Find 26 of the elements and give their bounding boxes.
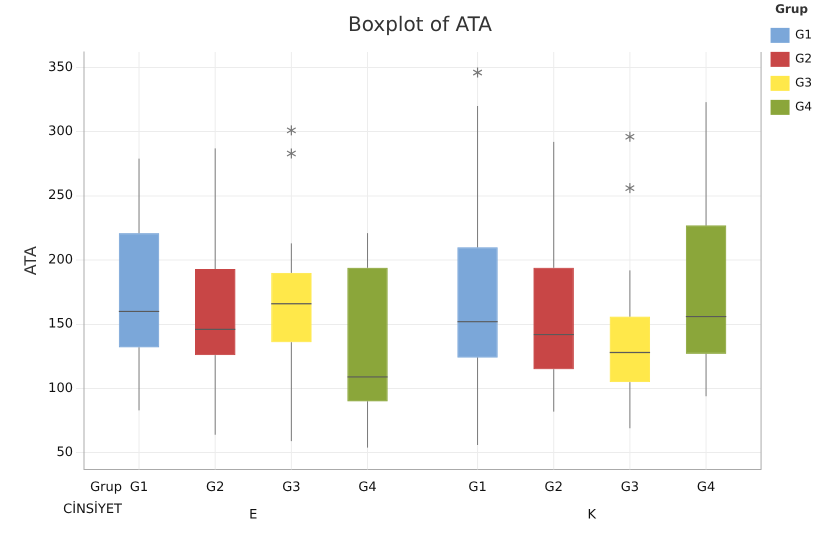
text: G3 — [282, 480, 301, 495]
y-tick-label: 250 — [48, 188, 74, 204]
text: G3 — [620, 480, 640, 495]
legend-label: G3 — [795, 76, 812, 90]
x-tick-label: K — [588, 508, 597, 523]
legend-label: G1 — [795, 28, 812, 42]
x-tick-label: E — [249, 508, 258, 523]
text: Grup — [90, 480, 122, 495]
y-tick-label: 100 — [48, 380, 74, 396]
y-tick-label: 350 — [48, 60, 74, 75]
y-axis-title: ATA — [20, 246, 40, 276]
text: G2 — [544, 480, 563, 495]
legend-label: G2 — [795, 52, 812, 66]
text: G1 — [130, 480, 148, 495]
y-tick-label: 150 — [48, 316, 74, 332]
text: G4 — [696, 480, 716, 495]
y-tick-label: 200 — [48, 252, 74, 268]
legend-label: G4 — [795, 100, 812, 114]
y-tick-label: 50 — [56, 445, 74, 460]
legend-title: Grup — [775, 2, 808, 16]
text: G1 — [468, 480, 487, 495]
y-tick-label: 300 — [48, 124, 74, 139]
text: G2 — [206, 480, 224, 495]
x-axis-title: CİNSİYET — [63, 500, 122, 517]
chart-title: Boxplot of ATA — [348, 12, 492, 36]
text: G4 — [358, 480, 377, 495]
